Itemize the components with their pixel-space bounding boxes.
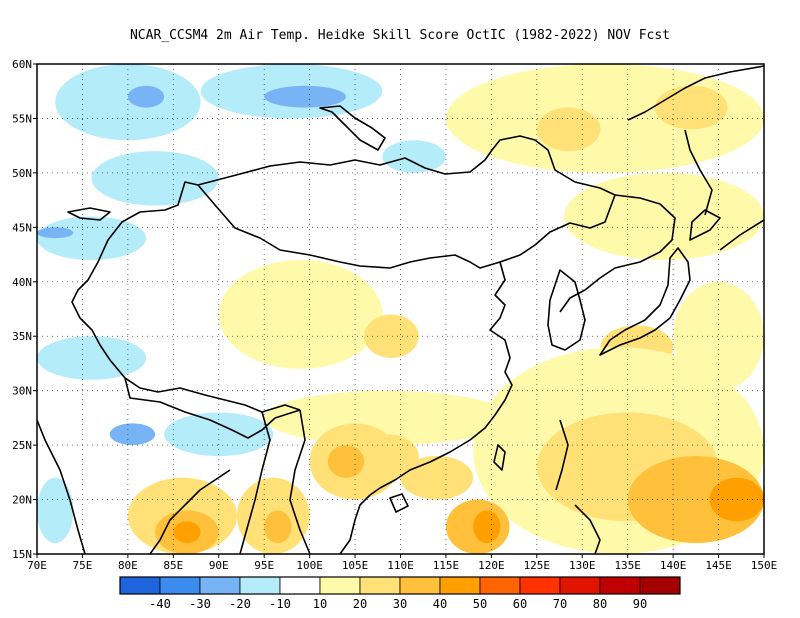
- colorbar-swatch: [439, 576, 481, 595]
- lon-tick-label: 95E: [254, 559, 274, 572]
- field-patch: [382, 140, 446, 173]
- field-patch: [264, 510, 292, 544]
- colorbar-swatch: [199, 576, 241, 595]
- colorbar-swatch: [159, 576, 201, 595]
- india-coast: [37, 419, 231, 554]
- lon-tick-label: 110E: [387, 559, 414, 572]
- colorbar-swatch: [359, 576, 401, 595]
- lon-tick-label: 140E: [660, 559, 687, 572]
- lon-tick-label: 125E: [524, 559, 551, 572]
- lon-tick-label: 70E: [27, 559, 47, 572]
- field-patch: [109, 423, 156, 446]
- lon-tick-label: 145E: [705, 559, 732, 572]
- colorbar-swatch: [279, 576, 321, 595]
- colorbar-swatch: [319, 576, 361, 595]
- field-patch: [654, 85, 728, 130]
- colorbar-swatch: [479, 576, 521, 595]
- colorbar-swatch: [639, 576, 681, 595]
- lon-tick-label: 130E: [569, 559, 596, 572]
- lon-tick-label: 120E: [478, 559, 505, 572]
- korea-coast: [547, 269, 586, 351]
- china-east-coast: [369, 261, 513, 496]
- field-patch: [55, 64, 201, 141]
- colorbar-swatch: [599, 576, 641, 595]
- lon-tick-label: 150E: [751, 559, 778, 572]
- lon-tick-label: 80E: [118, 559, 138, 572]
- lake-baikal: [319, 105, 386, 151]
- field-patch: [400, 456, 474, 500]
- lake-balkhash: [67, 207, 111, 221]
- lon-tick-label: 100E: [296, 559, 323, 572]
- field-patch: [364, 314, 419, 358]
- lat-tick-label: 15N: [12, 548, 32, 561]
- field-patch: [709, 477, 764, 522]
- colorbar: -40 -30 -20 -10 10 20 30 40 50 60 70 80 90: [119, 576, 681, 611]
- colorbar-label: 60: [513, 597, 527, 611]
- colorbar-swatch: [399, 576, 441, 595]
- lat-tick-label: 55N: [12, 112, 32, 125]
- longitude-ticks: 70E 75E 80E 85E 90E 95E 100E 105E 110E 115E 120E 12…: [27, 554, 777, 572]
- colorbar-swatch: [519, 576, 561, 595]
- colorbar-label: -20: [229, 597, 251, 611]
- colorbar-label: 50: [473, 597, 487, 611]
- map-title: NCAR_CCSM4 2m Air Temp. Heidke Skill Sco…: [129, 28, 671, 43]
- field-patch: [218, 260, 383, 369]
- japan-coast: [599, 209, 721, 356]
- colorbar-swatch: [239, 576, 281, 595]
- russia-pacific-coast: [627, 65, 764, 251]
- colorbar-swatch: [559, 576, 601, 595]
- manchuria-border: [559, 194, 676, 313]
- lat-tick-label: 20N: [12, 494, 32, 507]
- lon-tick-label: 75E: [73, 559, 93, 572]
- himalaya-border: [124, 377, 301, 439]
- colorbar-label: -10: [269, 597, 291, 611]
- field-patch: [327, 445, 365, 478]
- colorbar-swatch: [119, 576, 161, 595]
- field-patch: [91, 151, 219, 206]
- colorbar-label: 80: [593, 597, 607, 611]
- lat-tick-label: 50N: [12, 167, 32, 180]
- lon-tick-label: 90E: [209, 559, 229, 572]
- field-patch: [627, 456, 764, 544]
- lon-tick-label: 85E: [163, 559, 183, 572]
- field-patch: [536, 107, 601, 152]
- lon-tick-label: 105E: [342, 559, 369, 572]
- field-patch: [37, 227, 74, 239]
- field-patch: [37, 477, 74, 544]
- field-patch: [473, 510, 501, 544]
- field-patch: [264, 85, 346, 108]
- field-patch: [37, 336, 147, 380]
- philippines-coast: [555, 419, 601, 554]
- colorbar-label: -40: [149, 597, 171, 611]
- field-patch: [173, 521, 201, 544]
- colorbar-label: 30: [393, 597, 407, 611]
- colorbar-label: -30: [189, 597, 211, 611]
- field-patch: [264, 390, 510, 446]
- latitude-ticks: 60N 55N 50N 45N 40N 35N 30N 25N 20N 15N: [12, 58, 37, 561]
- colorbar-label: 10: [313, 597, 327, 611]
- lat-tick-label: 60N: [12, 58, 32, 71]
- lat-tick-label: 45N: [12, 221, 32, 234]
- lat-lon-grid: [37, 64, 764, 554]
- china-west-border: [71, 181, 301, 413]
- colorbar-frame: [119, 576, 681, 595]
- hainan-coast: [389, 493, 409, 513]
- taiwan-coast: [493, 444, 506, 471]
- colorbar-label: 20: [353, 597, 367, 611]
- lat-tick-label: 25N: [12, 439, 32, 452]
- colorbar-label: 70: [553, 597, 567, 611]
- lat-tick-label: 40N: [12, 276, 32, 289]
- colorbar-label: 40: [433, 597, 447, 611]
- lat-tick-label: 30N: [12, 385, 32, 398]
- lat-tick-label: 35N: [12, 330, 32, 343]
- field-patch: [37, 216, 147, 260]
- colorbar-label: 90: [633, 597, 647, 611]
- lon-tick-label: 135E: [614, 559, 641, 572]
- field-patch: [127, 85, 165, 108]
- lon-tick-label: 115E: [433, 559, 460, 572]
